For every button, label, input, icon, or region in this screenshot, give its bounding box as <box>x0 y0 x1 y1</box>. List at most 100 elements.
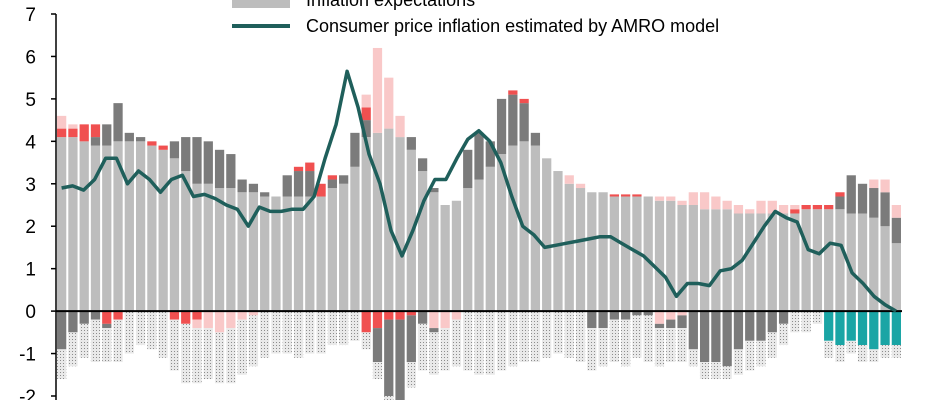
bar-pink-positive <box>57 115 67 129</box>
bar-dotted-negative <box>496 311 507 371</box>
bar-dark-positive <box>293 171 304 197</box>
bar-red-positive <box>147 141 157 146</box>
bar-red-negative <box>384 311 394 320</box>
bar-pink-negative <box>451 311 462 320</box>
bar-dotted-negative <box>68 332 78 367</box>
bar-dotted-negative <box>102 328 112 363</box>
bar-red-positive <box>812 205 823 210</box>
bar-red-negative <box>113 311 123 320</box>
bar-red-positive <box>293 166 304 172</box>
legend-item-model-line: Consumer price inflation estimated by AM… <box>232 16 719 36</box>
bar-inflation-expectations <box>711 209 721 312</box>
bar-dotted-negative <box>293 311 304 358</box>
bar-red-positive <box>361 107 371 121</box>
bar-dotted-negative <box>621 319 631 367</box>
bar-dark-negative <box>643 311 653 316</box>
bar-dotted-negative <box>135 311 146 346</box>
bar-inflation-expectations <box>350 166 360 312</box>
y-tick-label: 6 <box>25 47 36 68</box>
bar-inflation-expectations <box>158 149 168 312</box>
bar-inflation-expectations <box>745 213 755 312</box>
bar-red-positive <box>57 128 67 138</box>
bar-inflation-expectations <box>68 137 78 312</box>
bar-red-positive <box>508 90 518 95</box>
bar-dark-positive <box>203 141 213 184</box>
bar-pink-positive <box>767 200 777 214</box>
bar-inflation-expectations <box>79 141 89 312</box>
bar-pink-positive <box>666 196 676 201</box>
bar-inflation-expectations <box>722 209 732 312</box>
bar-red-negative <box>192 311 202 320</box>
bar-dotted-negative <box>384 396 394 400</box>
bar-red-positive <box>621 194 631 197</box>
bar-inflation-expectations <box>293 196 304 312</box>
bar-dotted-negative <box>192 328 202 384</box>
bar-red-positive <box>68 128 78 138</box>
bar-pink-positive <box>756 200 766 214</box>
bar-pink-positive <box>361 94 371 108</box>
bar-dark-positive <box>102 124 112 146</box>
bar-dotted-negative <box>575 311 586 363</box>
bar-pink-positive <box>869 179 879 189</box>
bar-pink-positive <box>677 200 687 205</box>
bar-dotted-negative <box>282 311 292 354</box>
bar-pink-negative <box>248 311 259 316</box>
bar-dark-positive <box>226 154 236 189</box>
bar-pink-positive <box>372 47 383 133</box>
bar-red-positive <box>801 205 811 210</box>
bar-dotted-negative <box>181 323 191 384</box>
bar-inflation-expectations <box>429 192 439 312</box>
bar-pink-positive <box>733 205 744 214</box>
bar-dotted-negative <box>745 340 755 371</box>
bar-pink-positive <box>722 200 732 210</box>
bar-teal-negative <box>835 311 845 346</box>
bar-dark-positive <box>463 149 473 189</box>
y-tick-label: 1 <box>25 260 36 281</box>
bar-dark-positive <box>508 94 518 146</box>
bar-pink-negative <box>677 311 687 316</box>
bar-dotted-negative <box>778 323 789 346</box>
bar-inflation-expectations <box>226 188 236 312</box>
bar-dark-negative <box>609 311 619 320</box>
bar-dark-negative <box>429 328 439 333</box>
bar-dotted-negative <box>519 311 529 363</box>
bar-inflation-expectations <box>643 196 653 312</box>
bar-dark-positive <box>880 192 890 227</box>
bar-teal-negative <box>846 311 856 341</box>
bar-inflation-expectations <box>305 196 315 312</box>
bar-dark-positive <box>327 179 337 189</box>
y-axis: -2 -1 0 1 2 3 4 5 6 7 <box>19 5 57 400</box>
y-tick-label: 0 <box>25 302 36 323</box>
bar-dotted-negative <box>553 311 563 354</box>
bar-inflation-expectations <box>417 171 428 312</box>
bar-inflation-expectations <box>835 209 845 312</box>
bar-dotted-negative <box>113 319 123 363</box>
bar-pink-negative <box>440 311 450 329</box>
bar-dotted-negative <box>542 311 552 358</box>
bar-dotted-negative <box>677 328 687 363</box>
bar-dark-negative <box>395 319 405 400</box>
bar-pink-positive <box>688 192 698 205</box>
y-tick-label: 4 <box>25 132 36 153</box>
bar-inflation-expectations <box>214 188 225 312</box>
bar-inflation-expectations <box>846 213 856 312</box>
bar-inflation-expectations <box>621 196 631 312</box>
y-tick-label: 2 <box>25 217 36 238</box>
y-tick-label: 3 <box>25 175 36 196</box>
bar-inflation-expectations <box>812 209 823 312</box>
y-tick-label: 7 <box>25 5 36 26</box>
bar-inflation-expectations <box>474 179 484 312</box>
bar-dark-positive <box>169 141 180 159</box>
bar-red-positive <box>835 192 845 197</box>
bar-dark-positive <box>135 137 146 142</box>
bar-inflation-expectations <box>587 192 597 312</box>
bar-dotted-negative <box>846 340 856 354</box>
bar-dark-negative <box>632 311 642 316</box>
bar-dotted-negative <box>271 311 281 354</box>
bar-inflation-expectations <box>609 196 619 312</box>
bar-inflation-expectations <box>395 137 405 312</box>
bar-dark-negative <box>699 311 710 363</box>
bar-teal-negative <box>824 311 834 341</box>
bar-dark-positive <box>90 137 101 146</box>
